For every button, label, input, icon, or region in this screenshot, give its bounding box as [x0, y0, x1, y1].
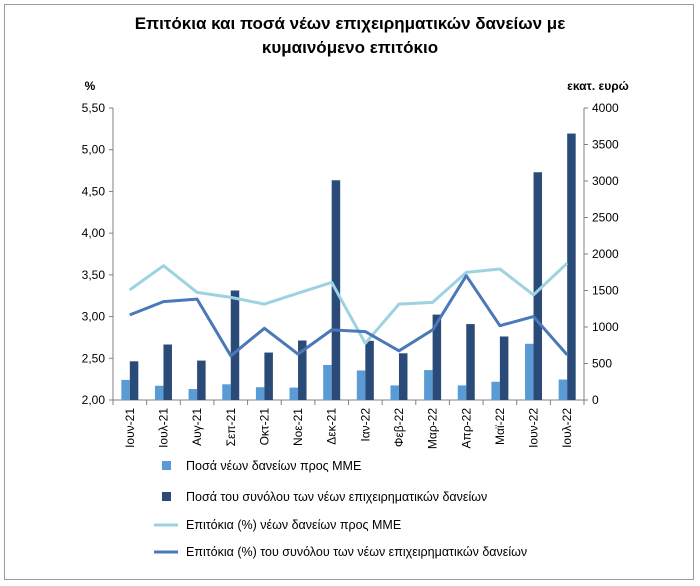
bar-total — [230, 290, 240, 400]
legend-swatch — [162, 492, 171, 501]
left-axis-tick-label: 4,00 — [82, 226, 106, 240]
legend-label: Επιτόκια (%) νέων δανείων προς ΜΜΕ — [186, 518, 401, 532]
bar-sme — [255, 387, 265, 400]
legend-label: Ποσά νέων δανείων προς ΜΜΕ — [186, 459, 361, 473]
bars — [121, 133, 576, 401]
x-tick-label: Ιουλ-22 — [560, 408, 574, 448]
x-tick-label: Αυγ-21 — [190, 408, 204, 446]
x-tick-label: Μαϊ-22 — [493, 408, 507, 445]
x-tick-label: Ιουν-22 — [527, 408, 541, 448]
right-axis-tick-label: 3000 — [592, 174, 619, 188]
bar-total — [432, 314, 442, 400]
right-axis-tick-label: 1500 — [592, 284, 619, 298]
bar-total — [163, 344, 172, 400]
lines — [128, 262, 569, 358]
left-axis-tick-label: 3,50 — [82, 268, 106, 282]
chart-title-line-2: κυμαινόμενο επιτόκιο — [261, 38, 439, 57]
line-sme-rate — [128, 262, 569, 345]
left-axis-tick-label: 2,50 — [82, 351, 106, 365]
right-axis-tick-label: 1000 — [592, 320, 619, 334]
bar-total — [499, 336, 509, 400]
x-tick-label: Νοε-21 — [291, 408, 305, 446]
bar-total — [298, 340, 307, 400]
bar-sme — [424, 370, 433, 400]
x-tick-label: Μαρ-22 — [426, 408, 440, 449]
legend-item: Επιτόκια (%) νέων δανείων προς ΜΜΕ — [154, 518, 401, 532]
bar-sme — [491, 381, 500, 400]
x-tick-label: Ιουλ-21 — [156, 408, 170, 448]
left-axis-tick-label: 4,50 — [82, 184, 106, 198]
bar-total — [567, 133, 576, 401]
legend-item: Επιτόκια (%) του συνόλου των νέων επιχει… — [154, 545, 527, 559]
right-axis-tick-label: 2000 — [592, 247, 619, 261]
bar-total — [129, 361, 139, 400]
bar-sme — [323, 364, 332, 400]
bar-sme — [457, 385, 467, 400]
right-axis-unit-label: εκατ. ευρώ — [567, 79, 629, 93]
legend-item: Ποσά νέων δανείων προς ΜΜΕ — [162, 459, 361, 473]
bar-sme — [356, 370, 366, 400]
legend-label: Επιτόκια (%) του συνόλου των νέων επιχει… — [186, 545, 527, 559]
x-tick-label: Απρ-22 — [459, 408, 473, 449]
x-tick-label: Ιουν-21 — [123, 408, 137, 448]
bar-sme — [525, 343, 534, 400]
bar-total — [398, 353, 408, 400]
bar-sme — [558, 379, 568, 400]
left-axis-unit-label: % — [85, 79, 96, 93]
x-tick-label: Σεπ-21 — [224, 408, 238, 447]
bar-total — [466, 324, 475, 400]
legend-swatch — [162, 461, 171, 470]
chart-title-line-1: Επιτόκια και ποσά νέων επιχειρηματικών δ… — [134, 14, 566, 33]
right-axis-tick-label: 3500 — [592, 138, 619, 152]
left-axis-tick-label: 5,50 — [82, 101, 106, 115]
chart-frame — [4, 4, 694, 580]
right-axis-tick-label: 500 — [592, 357, 612, 371]
chart-title: Επιτόκια και ποσά νέων επιχειρηματικών δ… — [0, 12, 700, 60]
axes: 2,00 2,50 3,00 3,50 4,00 4,50 5,00 5,50 0 500 1000… — [82, 101, 619, 407]
right-axis-tick-label: 0 — [592, 393, 599, 407]
x-tick-labels: Ιουν-21 Ιουλ-21 Αυγ-21 Σεπ-21 Οκτ-21 Νοε-21 Δε… — [123, 408, 574, 449]
x-tick-label: Δεκ-21 — [325, 408, 339, 445]
right-axis-tick-label: 2500 — [592, 211, 619, 225]
bar-sme — [289, 387, 299, 400]
right-axis-tick-label: 4000 — [592, 101, 619, 115]
bar-sme — [154, 385, 164, 400]
x-tick-label: Οκτ-21 — [257, 408, 271, 446]
bar-sme — [222, 384, 231, 400]
left-axis-tick-label: 5,00 — [82, 143, 106, 157]
legend-label: Ποσά του συνόλου των νέων επιχειρηματικώ… — [186, 490, 487, 504]
legend-item: Ποσά του συνόλου των νέων επιχειρηματικώ… — [162, 490, 487, 504]
bar-total — [365, 340, 374, 400]
left-axis-tick-label: 2,00 — [82, 393, 106, 407]
bar-sme — [121, 379, 130, 400]
x-tick-label: Ιαν-22 — [358, 408, 372, 442]
bar-total — [264, 352, 273, 400]
line-total-rate — [129, 274, 569, 358]
bar-sme — [390, 385, 399, 400]
left-axis-tick-label: 3,00 — [82, 310, 106, 324]
x-tick-label: Φεβ-22 — [392, 408, 406, 447]
legend: Ποσά νέων δανείων προς ΜΜΕ Ποσά του συνόλ… — [154, 459, 527, 559]
bar-sme — [188, 389, 198, 400]
bar-total — [197, 360, 206, 400]
bar-total — [533, 172, 543, 400]
